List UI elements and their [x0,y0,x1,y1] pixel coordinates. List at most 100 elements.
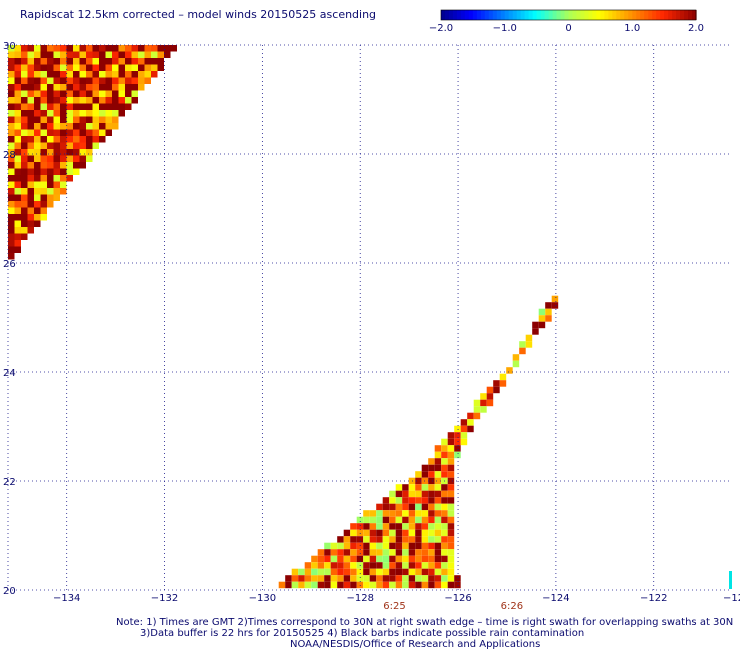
wind-cell [512,354,520,361]
wind-cell [8,162,15,169]
wind-cell [14,77,21,84]
wind-cell [395,490,403,498]
wind-cell [350,523,357,530]
wind-cell [79,97,86,104]
wind-cell [350,575,357,582]
wind-cell [34,181,41,188]
wind-cell [34,155,41,162]
wind-cell [60,129,67,136]
wind-cell [47,58,54,65]
colorbar-segment [452,10,458,20]
lon-tick-label: −122 [640,593,667,604]
wind-cell [415,536,422,543]
colorbar-segment [468,10,474,20]
wind-cell [428,536,435,543]
wind-cell [60,84,67,91]
wind-cell [21,103,28,110]
wind-cell [79,155,86,162]
wind-cell [434,471,442,478]
wind-cell [40,181,47,188]
wind-cell [66,129,73,136]
wind-cell [40,116,47,123]
colorbar-segment [644,10,649,20]
wind-cell [434,458,442,465]
wind-cell [53,188,60,195]
wind-cell [73,116,80,123]
wind-cell [60,175,67,182]
wind-cell [545,302,552,309]
wind-cell [14,103,21,110]
wind-cell [408,536,416,543]
wind-cell [40,194,47,201]
wind-cell [86,97,93,104]
wind-cell [21,129,28,136]
colorbar-segment [632,10,637,20]
wind-cell [337,568,344,576]
wind-cell [8,175,15,182]
wind-cell [14,58,21,65]
wind-cell [34,168,41,175]
wind-cell [337,536,344,543]
wind-cell [441,497,448,504]
wind-cell [21,181,28,188]
wind-cell [40,136,47,143]
wind-cell [125,90,132,97]
wind-cell [408,581,416,589]
wind-cell [447,555,455,563]
wind-cell [356,536,364,543]
wind-cell [8,246,15,253]
wind-cell [60,58,67,65]
wind-cell [151,71,158,78]
wind-cell [60,168,67,175]
wind-cell [66,64,73,71]
time-label: 6:26 [501,601,523,612]
wind-cell [434,549,442,556]
wind-cell [376,516,383,524]
colorbar-segment [588,10,594,20]
wind-cell [395,536,403,543]
wind-cell [157,51,164,58]
wind-cell [428,484,435,491]
wind-cell [382,562,390,569]
wind-cell [499,380,507,387]
wind-cell [441,575,448,582]
wind-cell [21,71,28,78]
wind-cell [512,360,520,368]
wind-cell [324,581,331,589]
wind-cell [73,45,80,52]
wind-cell [73,162,80,169]
wind-cell [27,149,34,156]
colorbar-segment [676,10,681,20]
wind-cell [118,97,125,104]
wind-cell [428,549,435,556]
wind-cell [441,490,448,498]
wind-cell [66,97,73,104]
wind-cell [460,438,468,446]
wind-cell [421,523,429,530]
wind-cell [99,129,106,136]
wind-cell [53,116,60,123]
wind-cell [112,45,119,52]
wind-cell [73,110,80,117]
wind-cell [86,90,93,97]
wind-cell [92,90,99,97]
wind-cell [47,84,54,91]
wind-cell [369,536,377,543]
colorbar-segment [688,10,693,20]
wind-cell [125,103,132,110]
wind-cell [34,136,41,143]
wind-cell [8,149,15,156]
wind-cell [376,562,383,569]
wind-cell [447,562,455,569]
wind-cell [14,233,21,240]
wind-cell [14,149,21,156]
colorbar-segment [600,10,605,20]
wind-cell [144,71,151,78]
wind-cell [112,58,119,65]
wind-cell [47,162,54,169]
wind-cell [86,71,93,78]
wind-cell [408,516,416,524]
wind-cell [395,484,403,491]
wind-cell [363,555,370,563]
wind-cell [441,549,448,556]
